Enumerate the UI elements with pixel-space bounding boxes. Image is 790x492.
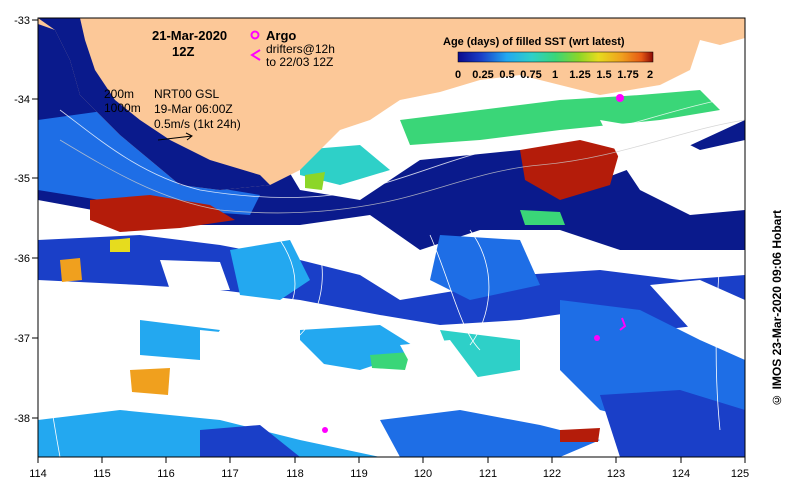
y-axis: -33 -34 -35 -36 -37 -38 — [14, 15, 38, 425]
x-tick-label: 118 — [286, 468, 304, 480]
y-tick-label: -37 — [14, 333, 30, 345]
colorbar-tick: 0 — [455, 69, 461, 81]
argo-legend-label: Argo — [266, 28, 296, 43]
colorbar-tick: 1.25 — [569, 69, 590, 81]
x-tick-label: 115 — [93, 468, 111, 480]
x-tick-label: 125 — [731, 468, 749, 480]
current-date: 19-Mar 06:00Z — [154, 102, 233, 116]
x-tick-label: 123 — [607, 468, 625, 480]
colorbar-tick: 2 — [647, 69, 653, 81]
y-tick-label: -38 — [14, 413, 30, 425]
colorbar-title: Age (days) of filled SST (wrt latest) — [443, 36, 625, 48]
map-field — [38, 18, 745, 457]
contour-label-200: 200m — [104, 87, 134, 101]
map-date-title: 21-Mar-2020 — [152, 28, 227, 43]
x-tick-label: 114 — [29, 468, 47, 480]
x-tick-label: 117 — [221, 468, 239, 480]
imos-credit: © IMOS 23-Mar-2020 09:06 Hobart — [770, 210, 784, 407]
contour-label-1000: 1000m — [104, 101, 141, 115]
x-tick-label: 122 — [543, 468, 561, 480]
colorbar — [457, 51, 654, 63]
colorbar-tick: 0.5 — [499, 69, 514, 81]
drifter-legend-line1: drifters@12h — [266, 42, 335, 56]
x-tick-label: 124 — [672, 468, 690, 480]
y-tick-label: -35 — [14, 173, 30, 185]
y-tick-label: -36 — [14, 253, 30, 265]
drifter-legend-icon — [250, 49, 261, 61]
current-scale-arrow-icon — [157, 132, 193, 141]
colorbar-tick: 1 — [552, 69, 558, 81]
map-time-title: 12Z — [172, 44, 194, 59]
argo-legend-icon — [250, 30, 260, 40]
plot-border — [37, 17, 746, 458]
x-tick-label: 120 — [414, 468, 432, 480]
y-tick-label: -34 — [14, 94, 30, 106]
colorbar-tick: 1.75 — [617, 69, 638, 81]
x-tick-label: 121 — [479, 468, 497, 480]
current-source: NRT00 GSL — [154, 87, 219, 101]
colorbar-tick: 0.75 — [520, 69, 541, 81]
x-tick-label: 116 — [157, 468, 175, 480]
colorbar-tick: 0.25 — [472, 69, 493, 81]
colorbar-tick: 1.5 — [596, 69, 611, 81]
x-tick-label: 119 — [350, 468, 368, 480]
drifter-legend-line2: to 22/03 12Z — [266, 55, 333, 69]
current-scale: 0.5m/s (1kt 24h) — [154, 117, 241, 131]
x-axis: 114 115 116 117 118 119 120 121 122 123 … — [29, 457, 749, 480]
y-tick-label: -33 — [14, 15, 30, 27]
